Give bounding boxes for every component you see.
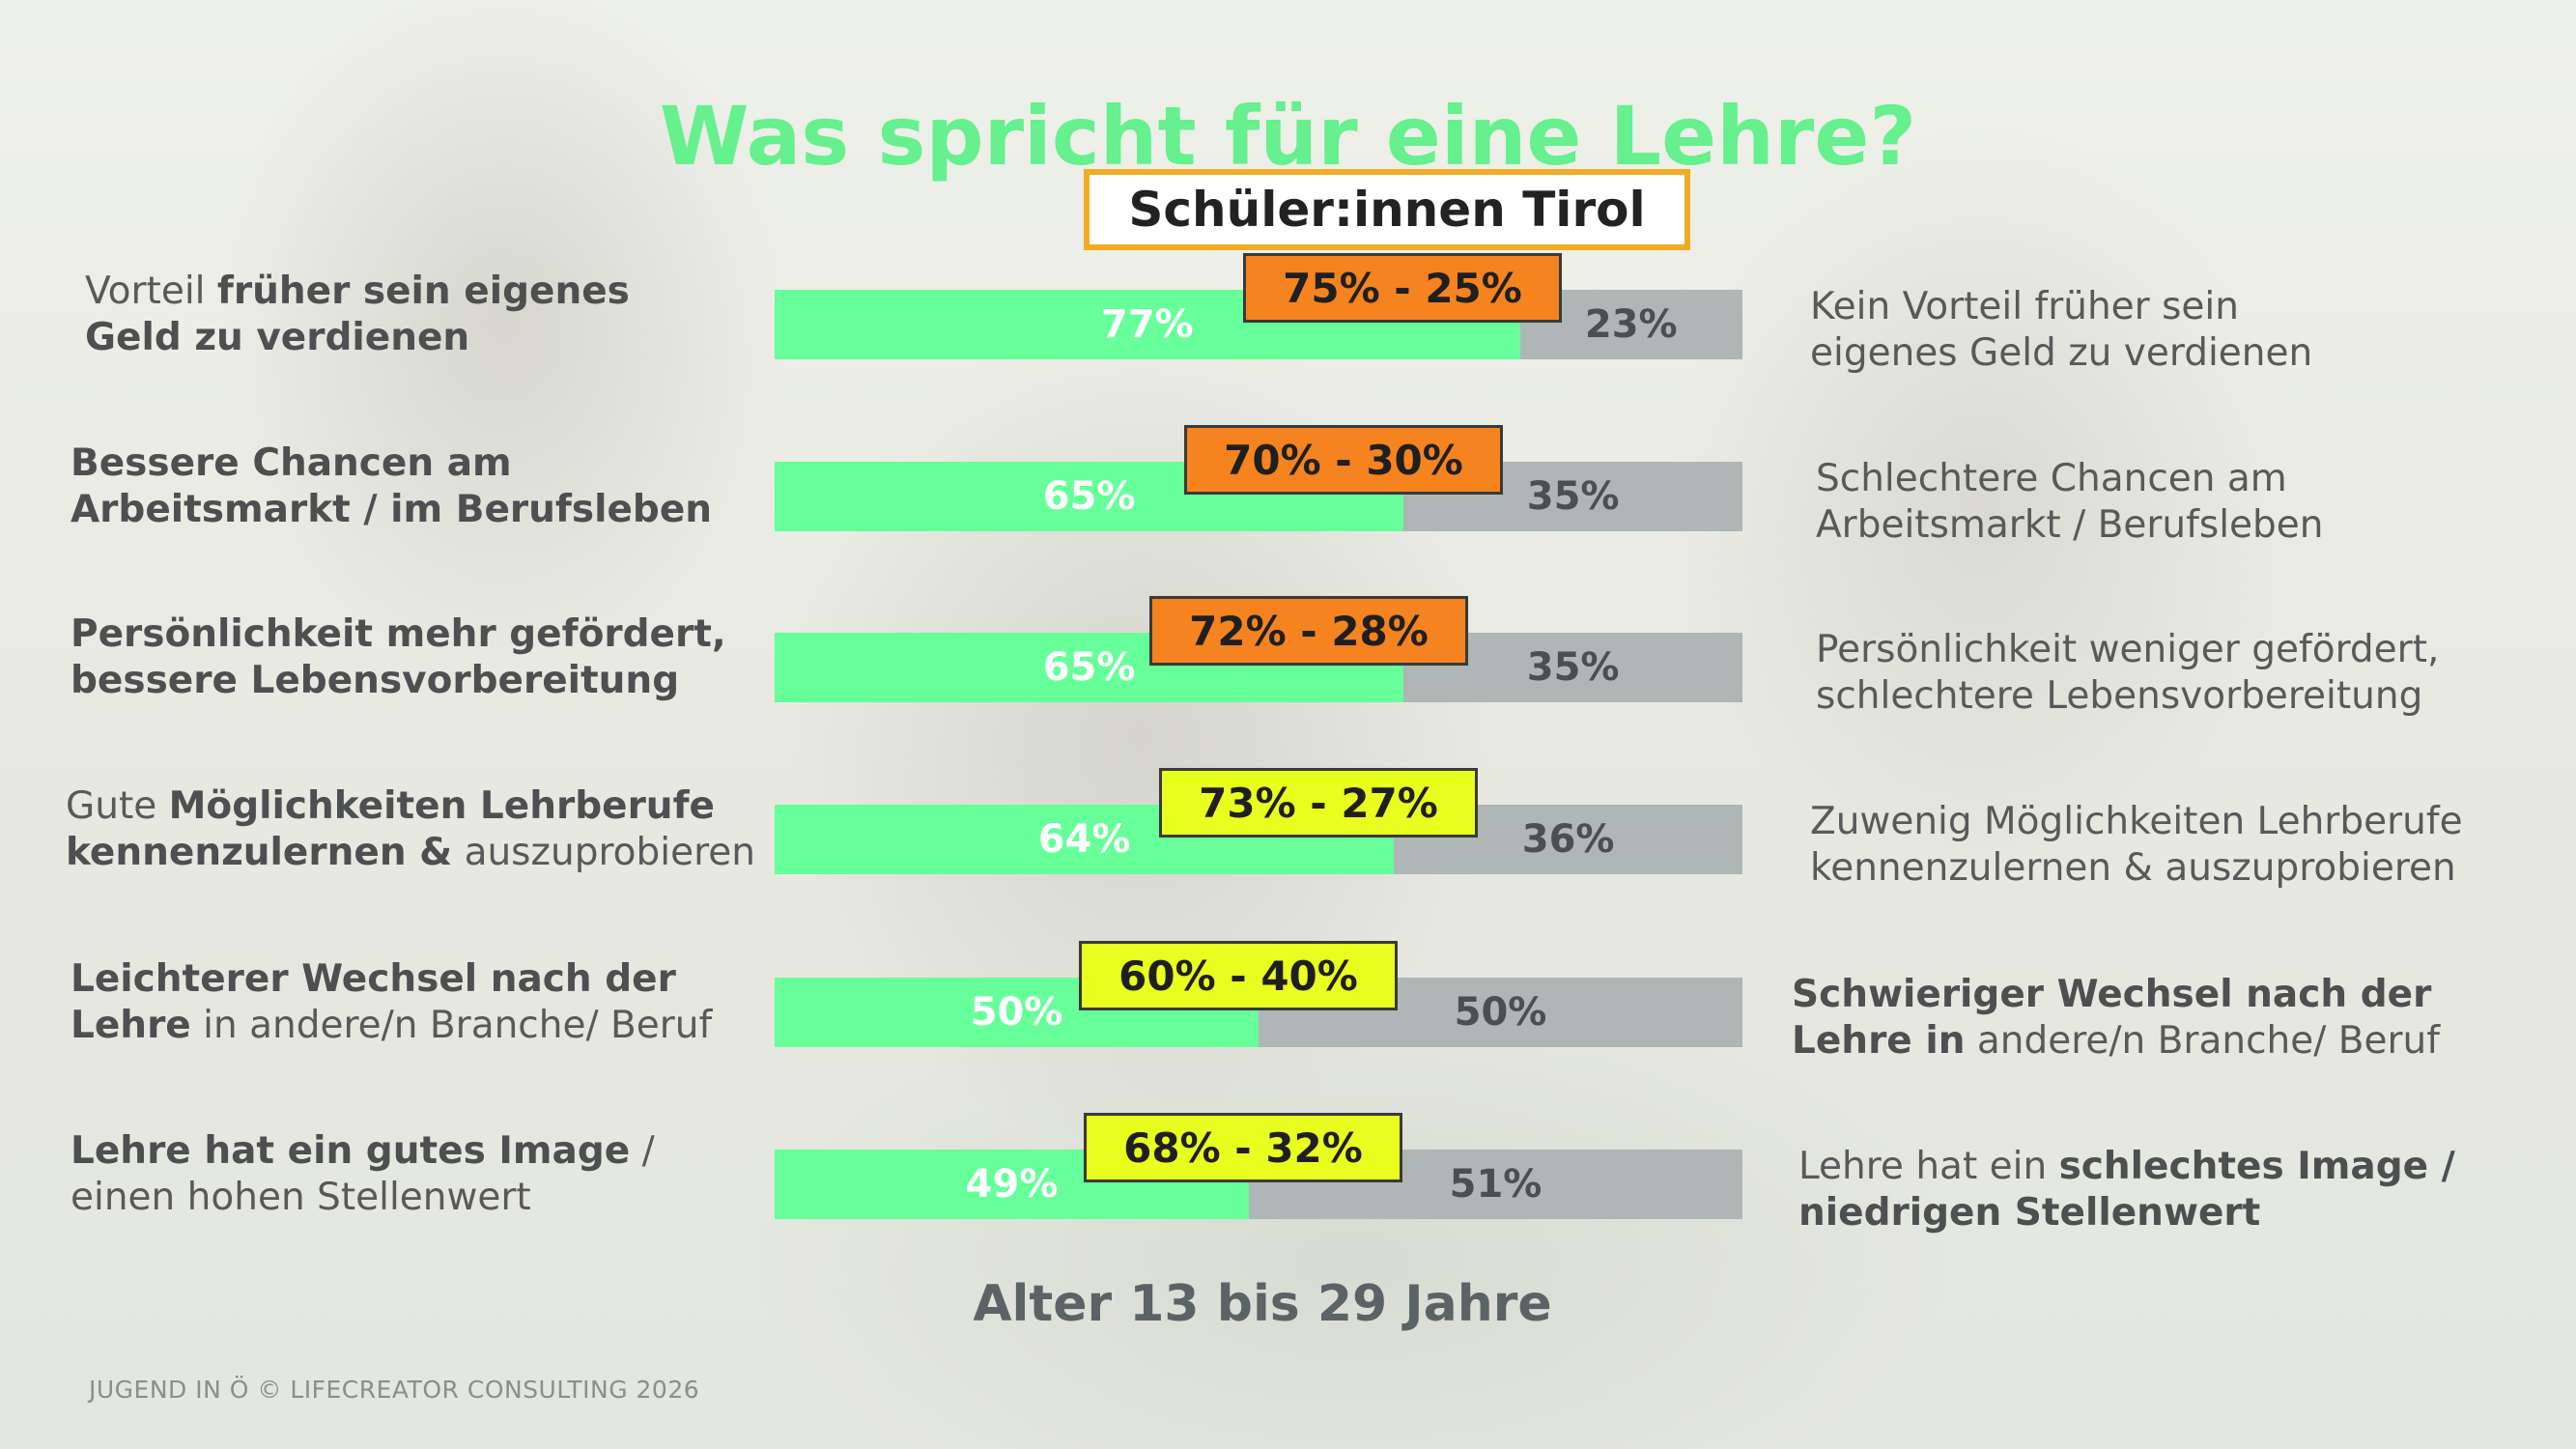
row-label-positive: Leichterer Wechsel nach der Lehre in ande… [71, 956, 712, 1049]
label-text: in andere/n Branche/ Beruf [190, 1004, 713, 1047]
bar-negative-segment: 50% 50% [775, 978, 1742, 1047]
ratio-badge: 72% - 28% [1149, 596, 1468, 666]
value-label-negative: 51% [1449, 1162, 1543, 1207]
value-label-positive: 64% [1037, 817, 1131, 862]
label-emphasis: Möglichkeiten Lehrberufe [168, 784, 715, 828]
row-label-negative: Schwieriger Wechsel nach der Lehre in and… [1792, 972, 2440, 1065]
label-emphasis: bessere Lebensvorbereitung [71, 659, 680, 702]
label-text: Arbeitsmarkt / Berufsleben [1816, 503, 2324, 547]
bar-negative-segment: 64% 36% [775, 805, 1742, 874]
label-text: einen hohen Stellenwert [71, 1176, 531, 1219]
row-label-positive: Vorteil früher sein eigenes Geld zu verdi… [85, 269, 630, 361]
label-text: kennenzulernen & auszuprobieren [1810, 846, 2456, 890]
label-emphasis: Leichterer Wechsel nach der [71, 957, 676, 1001]
label-text: / [630, 1129, 655, 1173]
region-label: Schüler:innen Tirol [1128, 182, 1646, 238]
chart-subtitle: Alter 13 bis 29 Jahre [973, 1275, 1552, 1333]
row-label-negative: Zuwenig Möglichkeiten Lehrberufe kennenzu… [1810, 799, 2463, 892]
label-text: eigenes Geld zu verdienen [1810, 331, 2313, 375]
label-emphasis: Geld zu verdienen [85, 316, 470, 359]
label-text: Zuwenig Möglichkeiten Lehrberufe [1810, 800, 2463, 843]
value-label-positive: 65% [1042, 645, 1136, 690]
region-badge: Schüler:innen Tirol [1084, 169, 1690, 250]
label-text: auszuprobieren [452, 831, 755, 874]
row-label-positive: Persönlichkeit mehr gefördert, bessere Le… [71, 611, 726, 704]
row-label-negative: Persönlichkeit weniger gefördert, schlech… [1816, 627, 2439, 720]
label-text: Lehre hat ein [1798, 1145, 2059, 1188]
label-emphasis: schlechtes Image / [2058, 1145, 2455, 1188]
label-emphasis: Schwieriger Wechsel nach der [1792, 973, 2432, 1016]
value-label-negative: 50% [1454, 990, 1547, 1035]
value-label-positive: 50% [970, 990, 1063, 1035]
label-text: andere/n Branche/ Beruf [1965, 1019, 2440, 1063]
label-text: Persönlichkeit weniger gefördert, [1816, 628, 2440, 671]
label-text: Vorteil [85, 270, 217, 313]
label-emphasis: Bessere Chancen am [71, 441, 512, 485]
label-emphasis: Lehre in [1792, 1019, 1966, 1063]
value-label-positive: 49% [965, 1162, 1059, 1207]
label-emphasis: kennenzulernen & [66, 831, 453, 874]
label-emphasis: früher sein eigenes [216, 270, 630, 313]
label-text: schlechtere Lebensvorbereitung [1816, 674, 2423, 718]
ratio-badge: 75% - 25% [1243, 253, 1562, 323]
value-label-negative: 35% [1526, 474, 1620, 519]
chart-title: Was spricht für eine Lehre? [659, 89, 1917, 184]
value-label-negative: 23% [1584, 302, 1678, 347]
label-text: Schlechtere Chancen am [1816, 457, 2287, 500]
label-emphasis: Arbeitsmarkt / im Berufsleben [71, 488, 713, 531]
value-label-negative: 35% [1526, 645, 1620, 690]
label-emphasis: Lehre [71, 1004, 191, 1047]
label-emphasis: Lehre hat ein gutes Image [71, 1129, 631, 1173]
ratio-badge: 70% - 30% [1184, 425, 1503, 495]
row-label-positive: Lehre hat ein gutes Image / einen hohen S… [71, 1128, 655, 1221]
value-label-negative: 36% [1521, 817, 1615, 862]
row-label-positive: Gute Möglichkeiten Lehrberufe kennenzuler… [66, 783, 755, 876]
row-label-positive: Bessere Chancen am Arbeitsmarkt / im Beru… [71, 440, 712, 533]
row-label-negative: Lehre hat ein schlechtes Image / niedrige… [1798, 1144, 2455, 1236]
footer-copyright: JUGEND IN Ö © LIFECREATOR CONSULTING 202… [89, 1376, 700, 1404]
label-emphasis: niedrigen Stellenwert [1798, 1191, 2261, 1235]
value-label-positive: 77% [1100, 302, 1194, 347]
ratio-badge: 73% - 27% [1159, 768, 1478, 838]
row-label-negative: Schlechtere Chancen am Arbeitsmarkt / Ber… [1816, 456, 2324, 549]
label-text: Kein Vorteil früher sein [1810, 285, 2239, 328]
value-label-positive: 65% [1042, 474, 1136, 519]
row-label-negative: Kein Vorteil früher sein eigenes Geld zu … [1810, 284, 2312, 377]
label-emphasis: Persönlichkeit mehr gefördert, [71, 612, 726, 656]
ratio-badge: 68% - 32% [1084, 1113, 1402, 1182]
ratio-badge: 60% - 40% [1079, 941, 1398, 1010]
label-text: Gute [66, 784, 169, 828]
